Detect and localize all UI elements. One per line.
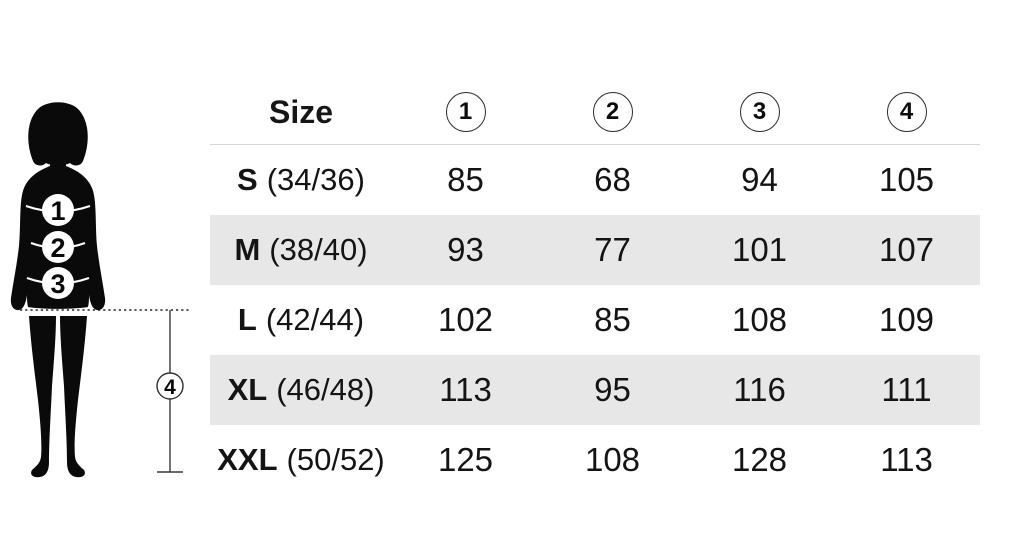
- size-name: L: [237, 302, 257, 337]
- table-row-xl: XL (46/48) 113 95 116 111: [210, 355, 980, 425]
- value-cell: 77: [594, 231, 631, 268]
- size-cell: XL (46/48): [210, 372, 392, 408]
- value-cell: 102: [437, 301, 494, 338]
- size-range: (46/48): [276, 372, 375, 407]
- value-cell: 125: [437, 441, 494, 478]
- value-cell: 107: [878, 231, 935, 268]
- table-row-xxl: XXL (50/52) 125 108 128 113: [210, 425, 980, 495]
- circled-2-icon: 2: [592, 92, 633, 132]
- value-cell: 85: [594, 301, 631, 338]
- table-row-l: L (42/44) 102 85 108 109: [210, 285, 980, 355]
- size-name: S: [237, 162, 258, 197]
- size-column-header: Size: [210, 94, 392, 131]
- column-header-4: 4: [833, 92, 980, 132]
- size-name: XXL: [217, 442, 278, 477]
- column-header-2: 2: [539, 92, 686, 132]
- marker-4-label: 4: [164, 376, 176, 399]
- table-row-s: S (34/36) 85 68 94 105: [210, 145, 980, 215]
- table-row-m: M (38/40) 93 77 101 107: [210, 215, 980, 285]
- value-cell: 68: [594, 161, 631, 198]
- marker-1-label: 1: [50, 196, 65, 226]
- value-cell: 85: [447, 161, 484, 198]
- marker-4-icon: [156, 372, 184, 400]
- header-separator: [210, 144, 980, 145]
- value-cell: 113: [439, 371, 492, 408]
- marker-2-icon: [42, 231, 74, 263]
- value-cell: 128: [731, 441, 788, 478]
- value-cell: 109: [878, 301, 935, 338]
- size-name: M: [234, 232, 261, 267]
- circled-3-icon: 3: [739, 92, 780, 132]
- size-range: (50/52): [286, 442, 385, 477]
- value-cell: 105: [878, 161, 935, 198]
- size-cell: XXL (50/52): [210, 442, 392, 478]
- value-cell: 101: [731, 231, 788, 268]
- silhouette-right-leg: [60, 316, 87, 478]
- value-cell: 94: [741, 161, 778, 198]
- marker-3-icon: [42, 267, 74, 299]
- circled-4-icon: 4: [886, 92, 927, 132]
- circled-1-icon: 1: [445, 92, 486, 132]
- value-cell: 113: [880, 441, 933, 478]
- size-cell: M (38/40): [210, 232, 392, 268]
- size-cell: L (42/44): [210, 302, 392, 338]
- marker-3-label: 3: [50, 269, 65, 299]
- column-header-1: 1: [392, 92, 539, 132]
- size-range: (42/44): [265, 302, 365, 337]
- silhouette-head: [28, 102, 88, 166]
- size-name: XL: [227, 372, 268, 407]
- value-cell: 108: [584, 441, 641, 478]
- value-cell: 95: [594, 371, 631, 408]
- column-header-3: 3: [686, 92, 833, 132]
- female-silhouette-figure: 1 2 3 4: [10, 102, 190, 478]
- size-table: Size 1 2 3 4 S (34/36) 85 68 94 105 M (3…: [210, 80, 980, 495]
- value-cell: 108: [731, 301, 788, 338]
- size-header-label: Size: [268, 93, 334, 130]
- size-range: (34/36): [266, 162, 365, 197]
- silhouette-left-leg: [29, 316, 56, 478]
- value-cell: 93: [447, 231, 484, 268]
- table-header-row: Size 1 2 3 4: [210, 80, 980, 144]
- marker-1-icon: [42, 194, 74, 226]
- value-cell: 116: [733, 371, 786, 408]
- value-cell: 111: [881, 371, 932, 408]
- marker-2-label: 2: [50, 233, 65, 263]
- size-range: (38/40): [269, 232, 368, 267]
- size-cell: S (34/36): [210, 162, 392, 198]
